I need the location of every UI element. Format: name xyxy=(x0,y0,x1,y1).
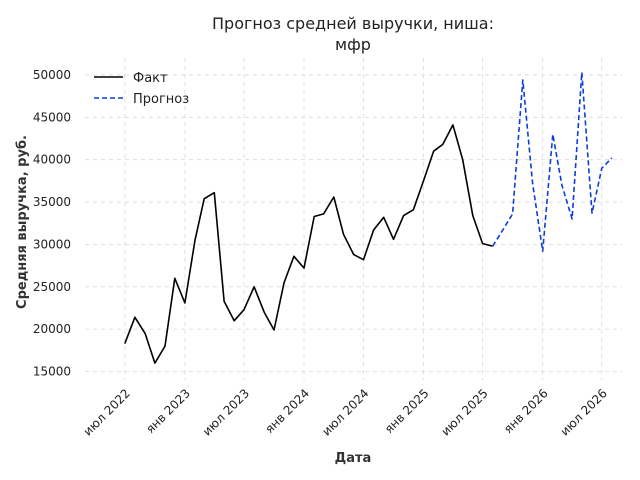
x-tick-label: янв 2026 xyxy=(501,386,551,436)
y-tick-label: 40000 xyxy=(33,153,71,167)
series-lines xyxy=(124,71,613,364)
y-tick-label: 15000 xyxy=(33,365,71,379)
x-axis-ticks: июл 2022 янв 2023 июл 2023 янв 2024 июл 2024… xyxy=(81,386,610,438)
x-tick-label: июл 2024 xyxy=(319,386,371,438)
y-tick-label: 45000 xyxy=(33,110,71,124)
y-axis-ticks: 15000 20000 25000 30000 35000 40000 45000 50000 xyxy=(33,68,71,379)
x-tick-label: июл 2025 xyxy=(438,386,490,438)
y-tick-label: 50000 xyxy=(33,68,71,82)
grid xyxy=(85,58,622,380)
series-line-forecast xyxy=(492,71,613,252)
chart-title-line-2: мфр xyxy=(335,35,371,54)
y-tick-label: 20000 xyxy=(33,322,71,336)
x-axis-label: Дата xyxy=(335,451,372,466)
y-tick-label: 30000 xyxy=(33,237,71,251)
y-axis-label: Средняя выручка, руб. xyxy=(15,135,30,309)
x-tick-label: янв 2025 xyxy=(382,386,432,436)
chart-title-line-1: Прогноз средней выручки, ниша: xyxy=(212,14,494,33)
legend: Факт Прогноз xyxy=(94,71,189,107)
x-tick-label: июл 2026 xyxy=(558,386,610,438)
series-line-fact xyxy=(124,124,493,364)
x-tick-label: янв 2023 xyxy=(143,386,193,436)
x-tick-label: янв 2024 xyxy=(262,386,312,436)
y-tick-label: 35000 xyxy=(33,195,71,209)
x-tick-label: июл 2022 xyxy=(81,386,133,438)
legend-label-fact: Факт xyxy=(133,71,168,86)
x-tick-label: июл 2023 xyxy=(200,386,252,438)
legend-label-forecast: Прогноз xyxy=(133,92,189,107)
y-tick-label: 25000 xyxy=(33,280,71,294)
